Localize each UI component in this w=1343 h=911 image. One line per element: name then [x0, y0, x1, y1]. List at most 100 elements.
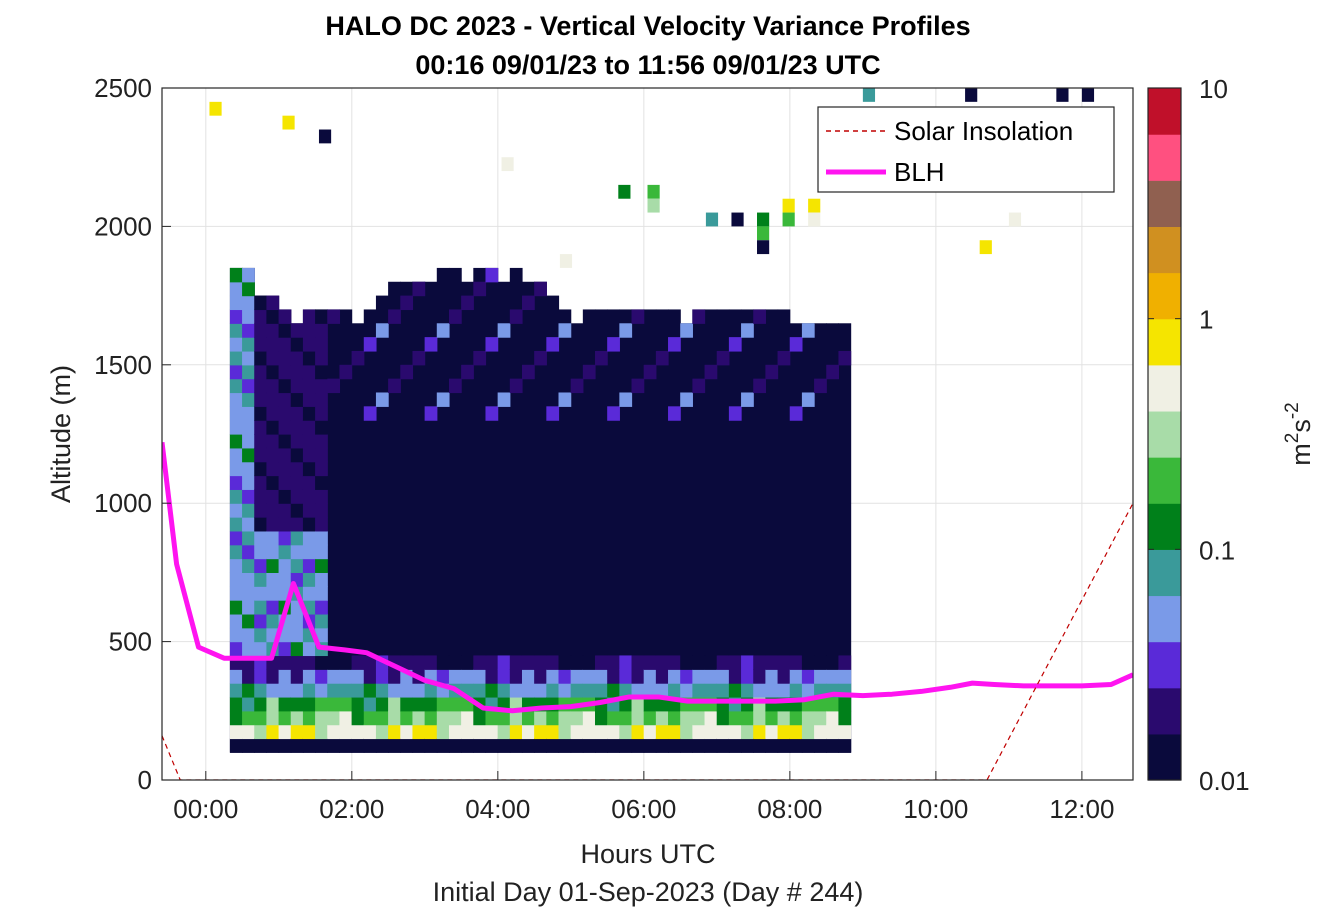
- heatmap-cell: [753, 724, 766, 740]
- plot-frame: [161, 87, 1134, 781]
- heatmap-cell: [351, 710, 365, 726]
- heatmap-cell: [302, 738, 316, 753]
- scatter-cell: [862, 88, 876, 102]
- heatmap-cell: [290, 503, 304, 518]
- heatmap-column: [619, 309, 633, 753]
- heatmap-cell: [315, 683, 328, 698]
- heatmap-column: [680, 323, 693, 753]
- heatmap-cell: [315, 392, 328, 407]
- heatmap-cell: [242, 420, 255, 435]
- heatmap-cell: [801, 323, 815, 338]
- heatmap-cell: [229, 447, 243, 463]
- heatmap-cell: [412, 683, 426, 698]
- heatmap-column: [388, 281, 401, 753]
- heatmap-cell: [266, 489, 280, 504]
- heatmap-column: [801, 323, 815, 753]
- heatmap-cell: [290, 420, 304, 435]
- heatmap-cell: [741, 710, 754, 726]
- heatmap-cell: [229, 475, 243, 490]
- heatmap-cell: [278, 392, 292, 407]
- heatmap-cell: [254, 323, 268, 338]
- heatmap-cell: [595, 683, 608, 698]
- heatmap-cell: [741, 323, 754, 338]
- heatmap-cell: [826, 696, 840, 712]
- heatmap-cell: [728, 710, 742, 726]
- heatmap-cell: [789, 337, 803, 352]
- heatmap-cell: [266, 724, 280, 740]
- heatmap-cell: [229, 600, 243, 615]
- heatmap-cell: [315, 572, 328, 587]
- heatmap-cell: [424, 710, 438, 726]
- heatmap-cell: [254, 641, 268, 657]
- heatmap-cell: [290, 517, 304, 532]
- heatmap-cell: [363, 724, 377, 740]
- heatmap-cell: [728, 669, 742, 684]
- heatmap-cell: [302, 461, 316, 477]
- heatmap-cell: [229, 295, 243, 311]
- heatmap-column: [704, 309, 718, 753]
- heatmap-cell: [461, 724, 474, 740]
- heatmap-cell: [777, 738, 791, 753]
- heatmap-cell: [485, 724, 499, 740]
- heatmap-cell: [753, 655, 766, 670]
- heatmap-cell: [254, 738, 268, 753]
- heatmap-cell: [655, 350, 669, 366]
- heatmap-cell: [229, 281, 243, 297]
- heatmap-cell: [765, 669, 779, 684]
- heatmap-cell: [302, 696, 316, 712]
- heatmap-cell: [254, 350, 268, 366]
- heatmap-cell: [242, 683, 255, 698]
- heatmap-cell: [266, 738, 280, 753]
- heatmap-cell: [229, 586, 243, 601]
- heatmap-cell: [266, 364, 280, 380]
- x-tick-label: 10:00: [903, 794, 968, 824]
- heatmap-cell: [229, 267, 243, 283]
- heatmap-cell: [375, 696, 389, 712]
- heatmap-cell: [351, 738, 365, 753]
- heatmap-cell: [315, 503, 328, 518]
- heatmap-cell: [290, 558, 304, 573]
- heatmap-cell: [242, 669, 255, 684]
- heatmap-cell: [315, 558, 328, 573]
- heatmap-cell: [388, 683, 401, 698]
- heatmap-cell: [315, 669, 328, 684]
- heatmap-cell: [266, 683, 280, 698]
- x-tick-label: 12:00: [1049, 794, 1114, 824]
- heatmap-cell: [485, 406, 499, 421]
- heatmap-cell: [680, 669, 693, 684]
- colorbar-label: m2s-2: [1282, 402, 1316, 465]
- heatmap-cell: [363, 337, 377, 352]
- scatter-cell: [705, 212, 719, 227]
- heatmap-cell: [619, 669, 633, 684]
- scatter-cell: [808, 198, 821, 213]
- scatter-cell: [501, 157, 514, 172]
- y-tick-label: 1500: [94, 350, 152, 380]
- heatmap-cell: [801, 392, 815, 407]
- heatmap-cell: [582, 669, 596, 684]
- heatmap-cell: [242, 337, 255, 352]
- heatmap-cell: [254, 378, 268, 394]
- heatmap-cell: [315, 613, 328, 629]
- heatmap-cell: [789, 683, 803, 698]
- heatmap-cell: [302, 309, 316, 324]
- heatmap-cell: [242, 295, 255, 311]
- heatmap-cell: [315, 586, 328, 601]
- heatmap-cell: [753, 309, 766, 324]
- heatmap-cell: [582, 724, 596, 740]
- scatter-cell: [782, 198, 795, 213]
- heatmap-column: [534, 281, 547, 753]
- heatmap-cell: [229, 378, 243, 394]
- heatmap-cell: [473, 669, 487, 684]
- heatmap-cell: [327, 738, 341, 753]
- heatmap-cell: [388, 738, 401, 753]
- heatmap-cell: [242, 364, 255, 380]
- heatmap-cell: [290, 337, 304, 352]
- heatmap-cell: [242, 600, 255, 615]
- heatmap-cell: [570, 738, 584, 753]
- heatmap-column: [400, 281, 414, 753]
- heatmap-cell: [254, 710, 268, 726]
- heatmap-cell: [765, 364, 779, 380]
- heatmap-cell: [424, 683, 438, 698]
- heatmap-cell: [485, 669, 499, 684]
